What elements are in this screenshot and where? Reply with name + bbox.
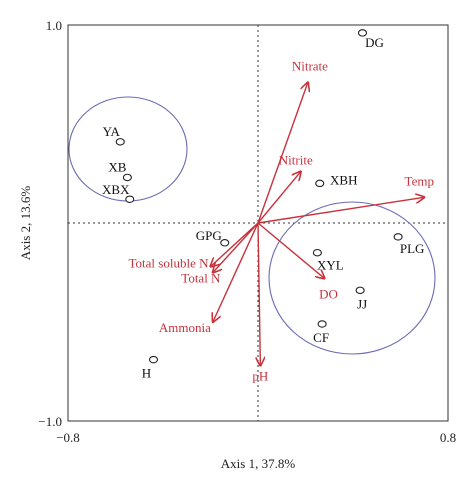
site-point-jj [355,286,365,295]
vector-arrow-ph [258,222,260,366]
x-tick-max: 0.8 [440,430,456,445]
vector-arrow-do [257,222,325,278]
vector-label-nitrite: Nitrite [279,153,313,168]
site-label-jj: JJ [357,296,367,311]
site-point-dg [357,29,368,37]
vector-label-ph: pH [252,369,268,384]
vector-label-total-soluble-n: Total soluble N [129,256,210,271]
vector-label-ammonia: Ammonia [159,320,211,335]
site-point-cf [317,320,327,328]
site-label-xbx: XBX [102,182,130,197]
site-point-xb [122,173,132,182]
vector-label-total-n: Total N [181,271,221,286]
site-label-cf: CF [313,330,329,345]
y-tick-max: 1.0 [46,18,62,33]
x-axis-label: Axis 1, 37.8% [221,456,296,471]
site-label-xbh: XBH [330,172,357,187]
site-layer: DG YA XB XBX XBH GPG PLG XYL JJ CF H [102,29,425,381]
vector-arrow-total-n [213,222,259,273]
site-point-xyl [312,248,322,257]
site-point-gpg [220,239,230,247]
site-label-h: H [142,366,151,381]
vector-label-temp: Temp [405,173,434,188]
vector-arrow-nitrate [257,82,308,224]
vector-arrow-nitrite [257,172,301,224]
x-tick-min: −0.8 [56,430,80,445]
vector-arrow-ammonia [213,222,259,322]
site-point-ya [115,138,125,146]
vector-label-nitrate: Nitrate [292,58,328,73]
site-point-xbx [125,195,135,203]
site-label-gpg: GPG [196,228,222,243]
site-label-ya: YA [103,124,121,139]
site-label-xyl: XYL [317,258,344,273]
vector-arrow-temp [257,197,424,224]
site-label-xb: XB [108,159,126,174]
site-point-plg [393,233,403,241]
y-axis-label: Axis 2, 13.6% [18,186,33,261]
y-tick-min: −1.0 [38,414,62,429]
site-point-xbh [315,179,325,188]
vector-label-do: DO [319,286,338,301]
vector-arrow-total-soluble-n [211,222,259,267]
cluster-circle-right [268,201,436,355]
site-label-plg: PLG [400,241,425,256]
site-point-h [148,355,159,364]
site-label-dg: DG [365,35,384,50]
